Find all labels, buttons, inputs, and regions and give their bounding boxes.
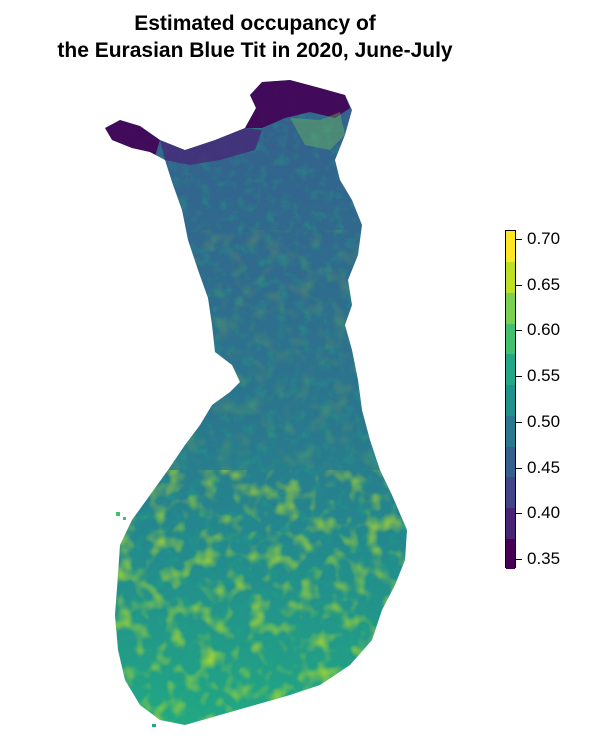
legend-tick-label: 0.55 xyxy=(527,366,561,386)
legend-tick-label: 0.35 xyxy=(527,548,561,568)
finland-landmass xyxy=(105,80,407,725)
legend-tick-label: 0.65 xyxy=(527,274,561,294)
legend-color-segment xyxy=(506,353,515,386)
legend-color-segment xyxy=(506,476,515,509)
legend-tick-label: 0.60 xyxy=(527,320,561,340)
legend-tick xyxy=(516,467,522,469)
legend-color-segment xyxy=(506,323,515,355)
color-legend: 0.70 0.65 0.60 0.55 0.50 0.45 0.40 0.35 xyxy=(505,229,595,575)
legend-color-segment xyxy=(506,446,515,478)
legend-tick xyxy=(516,284,522,286)
island-specks xyxy=(116,512,156,727)
legend-color-segment xyxy=(506,292,515,324)
color-bar xyxy=(505,230,516,570)
legend-tick xyxy=(516,421,522,423)
legend-tick xyxy=(516,239,522,241)
legend-tick-label: 0.70 xyxy=(527,229,561,249)
legend-color-segment xyxy=(506,231,515,263)
legend-tick-label: 0.50 xyxy=(527,411,561,431)
legend-tick xyxy=(516,376,522,378)
legend-color-segment xyxy=(506,261,515,293)
legend-color-segment xyxy=(506,507,515,539)
legend-tick-label: 0.40 xyxy=(527,503,561,523)
legend-color-segment xyxy=(506,538,515,570)
legend-tick-label: 0.45 xyxy=(527,457,561,477)
legend-tick xyxy=(516,558,522,560)
low-occupancy-north xyxy=(105,80,350,165)
map-title-line-1: Estimated occupancy of xyxy=(134,12,376,35)
map-title-line-2: the Eurasian Blue Tit in 2020, June-July xyxy=(57,39,453,62)
legend-tick xyxy=(516,513,522,515)
legend-color-segment xyxy=(506,415,515,447)
map-title: Estimated occupancy of the Eurasian Blue… xyxy=(0,10,510,64)
legend-tick xyxy=(516,330,522,332)
legend-color-segment xyxy=(506,384,515,416)
